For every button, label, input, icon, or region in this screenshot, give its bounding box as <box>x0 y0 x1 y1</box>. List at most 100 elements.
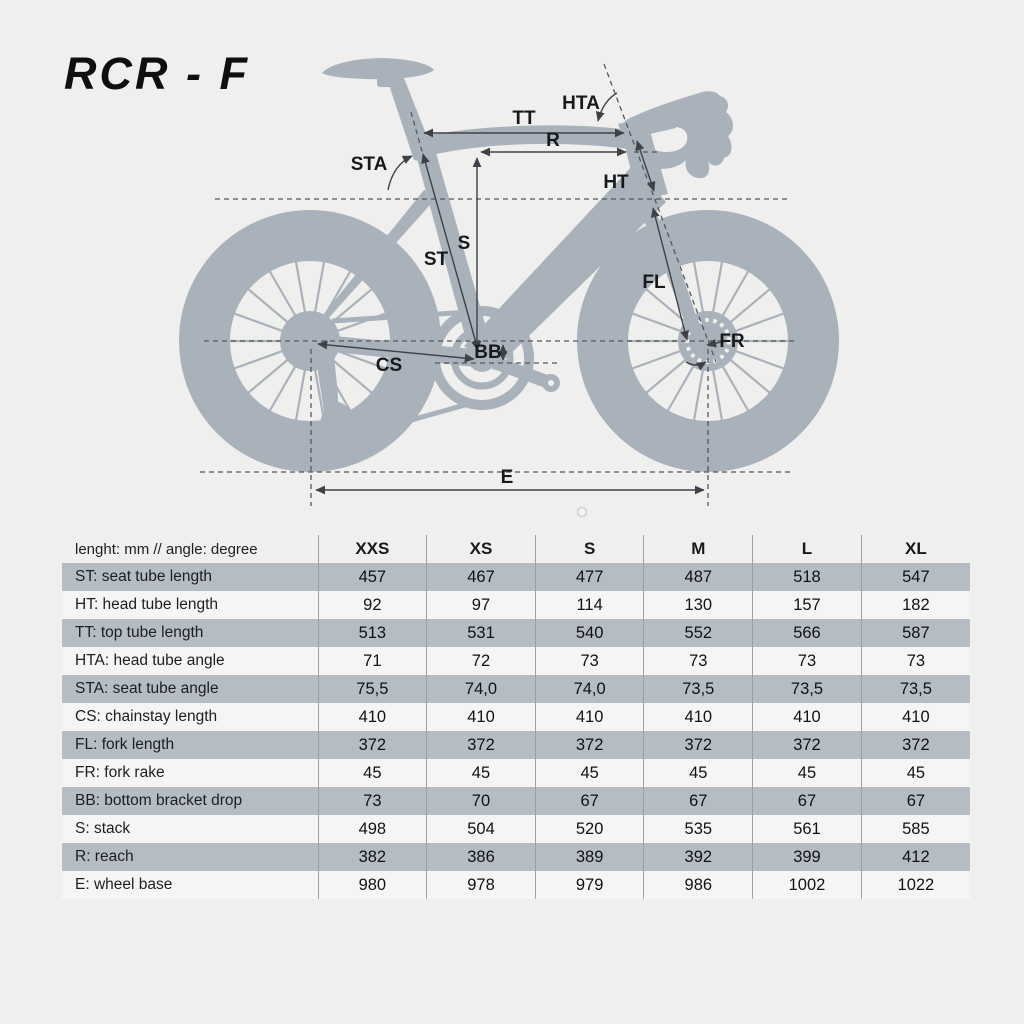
table-row-s: S: stack 498 504 520 535 561 585 <box>62 815 970 843</box>
geo-value: 986 <box>643 871 753 899</box>
geo-value: 72 <box>426 647 536 675</box>
dimension-lines <box>315 92 723 495</box>
geo-value: 45 <box>752 759 862 787</box>
label-s: S <box>458 233 471 254</box>
geo-value: 412 <box>860 843 970 871</box>
geo-value: 540 <box>534 619 644 647</box>
table-row-st: ST: seat tube length 457 467 477 487 518… <box>62 563 970 591</box>
geo-value: 45 <box>643 759 753 787</box>
row-label: E: wheel base <box>62 871 318 899</box>
geo-value: 67 <box>752 787 862 815</box>
geo-value: 477 <box>534 563 644 591</box>
row-label: HTA: head tube angle <box>62 647 318 675</box>
geometry-table: lenght: mm // angle: degree XXS XS S M L… <box>62 535 970 899</box>
geo-value: 372 <box>752 731 862 759</box>
row-label: HT: head tube length <box>62 591 318 619</box>
row-label: STA: seat tube angle <box>62 675 318 703</box>
pedal-axle <box>548 380 554 386</box>
page-title: RCR - F <box>64 48 250 99</box>
label-cs: CS <box>376 355 402 376</box>
geo-value: 552 <box>643 619 753 647</box>
saddle-clamp <box>377 73 401 87</box>
geo-value: 1022 <box>860 871 970 899</box>
geo-value: 45 <box>534 759 644 787</box>
geo-value: 382 <box>317 843 427 871</box>
label-r: R <box>546 130 560 151</box>
geo-value: 74,0 <box>426 675 536 703</box>
dim-seat-angle-arc <box>387 155 413 191</box>
label-fl: FL <box>642 272 666 293</box>
geo-value: 410 <box>317 703 427 731</box>
geo-value: 73 <box>317 787 427 815</box>
label-bb: BB <box>474 342 501 363</box>
table-header-row: lenght: mm // angle: degree XXS XS S M L… <box>62 535 970 563</box>
geo-value: 92 <box>317 591 427 619</box>
geo-value: 467 <box>426 563 536 591</box>
geo-value: 410 <box>426 703 536 731</box>
label-hta: HTA <box>562 93 600 114</box>
bike-geometry-diagram: TT R S ST STA HTA HT FL FR BB CS E <box>0 58 1024 518</box>
geo-value: 410 <box>860 703 970 731</box>
geo-value: 75,5 <box>317 675 427 703</box>
geo-value: 372 <box>317 731 427 759</box>
geo-value: 67 <box>860 787 970 815</box>
geo-value: 73 <box>752 647 862 675</box>
geo-value: 979 <box>534 871 644 899</box>
geo-value: 587 <box>860 619 970 647</box>
dim-head-angle-arc <box>595 92 618 122</box>
geo-value: 73 <box>643 647 753 675</box>
row-label: ST: seat tube length <box>62 563 318 591</box>
geo-value: 498 <box>317 815 427 843</box>
size-header-l: L <box>752 535 862 563</box>
label-st: ST <box>424 249 449 270</box>
seatstay <box>306 190 438 336</box>
geo-value: 372 <box>426 731 536 759</box>
steering-axis-line <box>603 63 717 363</box>
size-header-s: S <box>534 535 644 563</box>
table-row-sta: STA: seat tube angle 75,5 74,0 74,0 73,5… <box>62 675 970 703</box>
size-header-xl: XL <box>860 535 970 563</box>
geo-value: 1002 <box>752 871 862 899</box>
table-row-fr: FR: fork rake 45 45 45 45 45 45 <box>62 759 970 787</box>
page-dot <box>576 506 588 518</box>
geo-value: 372 <box>860 731 970 759</box>
geo-value: 71 <box>317 647 427 675</box>
label-tt: TT <box>512 108 536 129</box>
geo-value: 73,5 <box>643 675 753 703</box>
geo-value: 157 <box>752 591 862 619</box>
label-ht: HT <box>603 172 629 193</box>
label-sta: STA <box>351 154 388 175</box>
row-label: BB: bottom bracket drop <box>62 787 318 815</box>
geo-value: 73,5 <box>860 675 970 703</box>
row-label: TT: top tube length <box>62 619 318 647</box>
size-header-m: M <box>643 535 753 563</box>
geo-value: 566 <box>752 619 862 647</box>
label-e: E <box>501 467 514 488</box>
geo-value: 73 <box>534 647 644 675</box>
table-row-ht: HT: head tube length 92 97 114 130 157 1… <box>62 591 970 619</box>
dim-head-tube <box>635 140 656 192</box>
geo-value: 372 <box>534 731 644 759</box>
size-header-xs: XS <box>426 535 536 563</box>
geo-value: 561 <box>752 815 862 843</box>
size-header-xxs: XXS <box>317 535 427 563</box>
geo-value: 73 <box>860 647 970 675</box>
table-row-e: E: wheel base 980 978 979 986 1002 1022 <box>62 871 970 899</box>
geo-value: 547 <box>860 563 970 591</box>
unit-note: lenght: mm // angle: degree <box>75 540 258 558</box>
label-fr: FR <box>719 331 745 352</box>
geo-value: 535 <box>643 815 753 843</box>
geo-value: 389 <box>534 843 644 871</box>
geo-value: 518 <box>752 563 862 591</box>
dim-fork-length <box>650 207 690 341</box>
geo-value: 73,5 <box>752 675 862 703</box>
geo-value: 182 <box>860 591 970 619</box>
crank-arm <box>475 351 555 389</box>
geo-value: 410 <box>643 703 753 731</box>
row-label: S: stack <box>62 815 318 843</box>
geo-value: 67 <box>643 787 753 815</box>
geo-value: 45 <box>860 759 970 787</box>
saddle <box>322 58 434 80</box>
geo-value: 487 <box>643 563 753 591</box>
geo-value: 513 <box>317 619 427 647</box>
